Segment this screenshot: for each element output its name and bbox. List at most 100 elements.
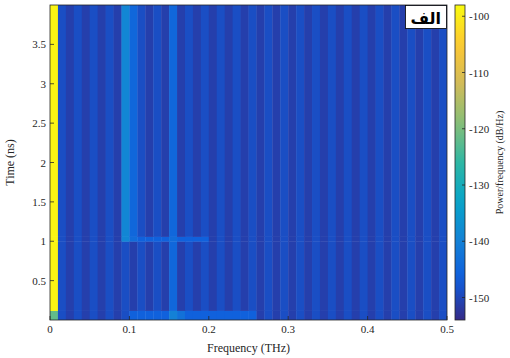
- x-tick: [208, 316, 209, 320]
- cell: [225, 237, 233, 242]
- cell: [153, 237, 161, 242]
- cell: [66, 241, 74, 311]
- x-tick: [50, 316, 51, 320]
- cell: [312, 311, 320, 320]
- cell: [209, 241, 217, 311]
- cell: [256, 237, 264, 242]
- cell: [114, 237, 122, 242]
- cell: [209, 311, 217, 320]
- cell: [217, 311, 225, 320]
- x-tick-label: 0.1: [123, 323, 137, 335]
- cell: [399, 241, 407, 311]
- cell: [129, 237, 137, 242]
- cell: [98, 311, 106, 320]
- cell: [280, 5, 288, 237]
- cell: [383, 241, 391, 311]
- y-tick: [50, 44, 54, 45]
- cell: [66, 311, 74, 320]
- x-tick-label: 0: [47, 323, 53, 335]
- cell: [288, 241, 296, 311]
- cell: [90, 5, 98, 237]
- cell: [399, 5, 407, 237]
- cell: [201, 237, 209, 242]
- colorbar-tick-label: -110: [469, 67, 489, 79]
- cell: [137, 5, 145, 237]
- cell: [296, 237, 304, 242]
- cell: [82, 241, 90, 311]
- cell: [344, 5, 352, 237]
- cell: [376, 237, 384, 242]
- cell: [145, 5, 153, 237]
- cell: [407, 311, 415, 320]
- cell: [431, 5, 439, 237]
- cell: [58, 5, 66, 237]
- cell: [177, 241, 185, 311]
- cell: [352, 311, 360, 320]
- cell: [161, 5, 169, 237]
- cell: [145, 237, 153, 242]
- cells: [50, 5, 447, 320]
- cell: [74, 5, 82, 237]
- cell: [177, 311, 185, 320]
- cell: [312, 5, 320, 237]
- cell: [439, 241, 447, 311]
- x-tick-label: 0.5: [440, 323, 454, 335]
- cell: [177, 5, 185, 237]
- x-tick-label: 0.2: [202, 323, 216, 335]
- cell: [320, 237, 328, 242]
- cell: [169, 237, 177, 242]
- cell: [272, 5, 280, 237]
- cell: [264, 5, 272, 237]
- cell: [82, 311, 90, 320]
- cell: [320, 5, 328, 237]
- cell: [50, 237, 58, 242]
- y-tick-label: 1.5: [32, 196, 46, 208]
- cell: [193, 237, 201, 242]
- cell: [288, 237, 296, 242]
- cell: [256, 5, 264, 237]
- cell: [360, 5, 368, 237]
- cell: [344, 241, 352, 311]
- cell: [106, 5, 114, 237]
- y-axis-title: Time (ns): [3, 139, 17, 186]
- colorbar-tick: [462, 72, 465, 73]
- cell: [272, 237, 280, 242]
- cell: [280, 241, 288, 311]
- cell: [241, 241, 249, 311]
- colorbar-tick-label: -120: [469, 123, 490, 135]
- cell: [153, 311, 161, 320]
- cell: [90, 241, 98, 311]
- cell: [169, 5, 177, 237]
- y-tick: [50, 201, 54, 202]
- cell: [241, 311, 249, 320]
- cell: [415, 237, 423, 242]
- cell: [129, 311, 137, 320]
- cell: [201, 5, 209, 237]
- cell: [161, 241, 169, 311]
- cell: [233, 311, 241, 320]
- cell: [336, 241, 344, 311]
- cell: [256, 311, 264, 320]
- cell: [66, 237, 74, 242]
- cell: [352, 241, 360, 311]
- cell: [304, 237, 312, 242]
- cell: [90, 237, 98, 242]
- cell: [280, 237, 288, 242]
- cell: [82, 237, 90, 242]
- cell: [288, 311, 296, 320]
- cell: [98, 5, 106, 237]
- cell: [415, 311, 423, 320]
- cell: [209, 5, 217, 237]
- cell: [328, 311, 336, 320]
- cell: [391, 311, 399, 320]
- cell: [201, 241, 209, 311]
- cell: [169, 311, 177, 320]
- colorbar-tick: [462, 185, 465, 186]
- y-tick: [50, 241, 54, 242]
- cell: [399, 311, 407, 320]
- cell: [272, 241, 280, 311]
- cell: [304, 5, 312, 237]
- cell: [383, 311, 391, 320]
- cell: [352, 5, 360, 237]
- colorbar-tick: [462, 128, 465, 129]
